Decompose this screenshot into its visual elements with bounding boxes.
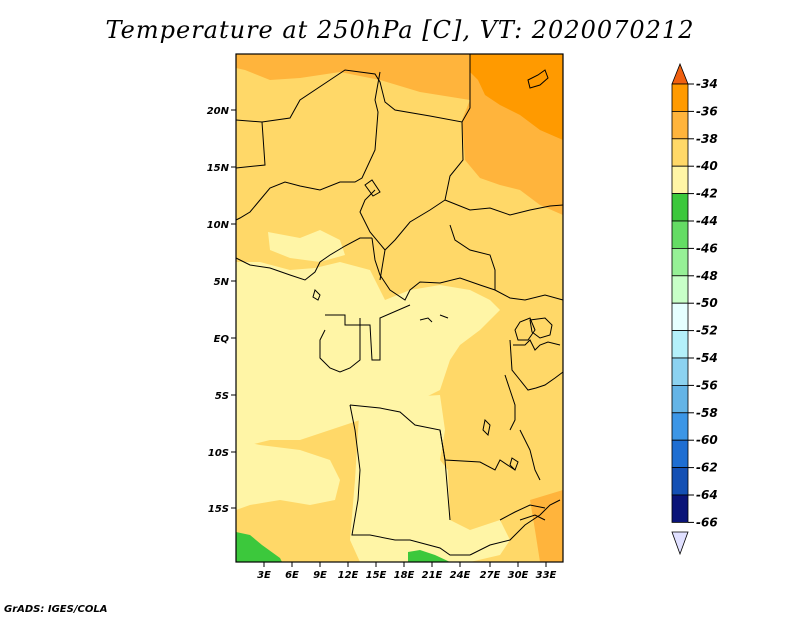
lon-label-12e: 12E bbox=[338, 570, 359, 581]
band-minus44-sw bbox=[236, 532, 282, 562]
lon-label-33e: 33E bbox=[536, 570, 557, 581]
colorbar-upper-arrow bbox=[671, 62, 689, 85]
lat-label-15n: 15N bbox=[207, 163, 230, 174]
colorbar-label: -50 bbox=[696, 296, 718, 310]
colorbar-box bbox=[671, 494, 689, 523]
colorbar-box bbox=[671, 165, 689, 194]
lon-label-18e: 18E bbox=[394, 570, 415, 581]
lon-label-3e: 3E bbox=[257, 570, 271, 581]
colorbar-label: -46 bbox=[696, 241, 718, 255]
map-panel: 20N 15N 10N 5N EQ 5S 10S 15S 3E 6E 9E 12… bbox=[207, 53, 564, 581]
longitude-axis: 3E 6E 9E 12E 15E 18E 21E 24E 27E 30E 33E bbox=[257, 562, 557, 581]
colorbar-box bbox=[671, 275, 689, 304]
colorbar-labels: -34 -36 -38 -40 -42 -44 -46 -48 -50 -52 -54 -56 -58 -… bbox=[688, 77, 718, 529]
map-frame bbox=[235, 53, 564, 563]
lat-label-15s: 15S bbox=[208, 504, 229, 515]
colorbar-boxes bbox=[671, 83, 689, 523]
colorbar-box bbox=[671, 138, 689, 167]
lat-label-5n: 5N bbox=[214, 277, 230, 288]
colorbar-label: -44 bbox=[696, 214, 718, 228]
colorbar-label: -48 bbox=[696, 269, 718, 283]
map-title: Temperature at 250hPa [C], VT: 202007021… bbox=[105, 16, 695, 44]
colorbar-label: -42 bbox=[696, 187, 718, 201]
colorbar-box bbox=[671, 247, 689, 277]
lon-label-30e: 30E bbox=[508, 570, 529, 581]
latitude-axis: 20N 15N 10N 5N EQ 5S 10S 15S bbox=[207, 106, 236, 515]
colorbar-lower-arrow bbox=[671, 531, 689, 556]
lat-label-20n: 20N bbox=[207, 106, 230, 117]
colorbar-label: -62 bbox=[696, 461, 718, 475]
lat-label-10s: 10S bbox=[208, 448, 229, 459]
band-minus38-north bbox=[236, 54, 470, 100]
band-minus42-central bbox=[350, 395, 510, 562]
lon-label-27e: 27E bbox=[480, 570, 501, 581]
temperature-field bbox=[236, 54, 563, 562]
band-minus42-north-patch bbox=[268, 230, 345, 262]
band-minus42-west-south bbox=[236, 440, 340, 510]
colorbar-box bbox=[671, 330, 689, 359]
lon-label-24e: 24E bbox=[450, 570, 471, 581]
lat-label-eq: EQ bbox=[214, 334, 230, 345]
band-minus36-ne bbox=[470, 54, 563, 140]
colorbar-box bbox=[671, 302, 689, 332]
colorbar-label: -36 bbox=[696, 104, 718, 118]
lon-label-6e: 6E bbox=[285, 570, 299, 581]
colorbar-box bbox=[671, 412, 689, 441]
colorbar-box bbox=[671, 220, 689, 249]
grads-credit: GrADS: IGES/COLA bbox=[4, 604, 108, 615]
band-minus44-s bbox=[408, 550, 450, 562]
colorbar-box bbox=[671, 83, 689, 112]
colorbar-box bbox=[671, 384, 689, 414]
lon-label-21e: 21E bbox=[422, 570, 443, 581]
colorbar-label: -60 bbox=[696, 433, 718, 447]
lon-label-15e: 15E bbox=[366, 570, 387, 581]
lon-label-9e: 9E bbox=[313, 570, 327, 581]
colorbar-label: -58 bbox=[696, 406, 718, 420]
lat-label-10n: 10N bbox=[207, 220, 230, 231]
colorbar-box bbox=[671, 467, 689, 496]
colorbar-box bbox=[671, 439, 689, 469]
colorbar-label: -52 bbox=[696, 324, 718, 338]
colorbar-box bbox=[671, 357, 689, 386]
colorbar-label: -34 bbox=[696, 77, 718, 91]
colorbar-label: -38 bbox=[696, 132, 718, 146]
colorbar-label: -54 bbox=[696, 351, 718, 365]
band-minus38-se bbox=[530, 490, 563, 562]
colorbar-label: -64 bbox=[696, 488, 718, 502]
colorbar: -34 -36 -38 -40 -42 -44 -46 -48 -50 -52 -54 -56 -58 -… bbox=[671, 62, 718, 556]
country-borders bbox=[235, 54, 564, 556]
colorbar-label: -66 bbox=[696, 515, 718, 529]
colorbar-label: -40 bbox=[696, 159, 718, 173]
lakes bbox=[312, 69, 553, 521]
colorbar-box bbox=[671, 193, 689, 222]
band-minus42-west bbox=[236, 262, 500, 445]
colorbar-box bbox=[671, 111, 689, 140]
lat-label-5s: 5S bbox=[215, 391, 229, 402]
colorbar-label: -56 bbox=[696, 378, 718, 392]
